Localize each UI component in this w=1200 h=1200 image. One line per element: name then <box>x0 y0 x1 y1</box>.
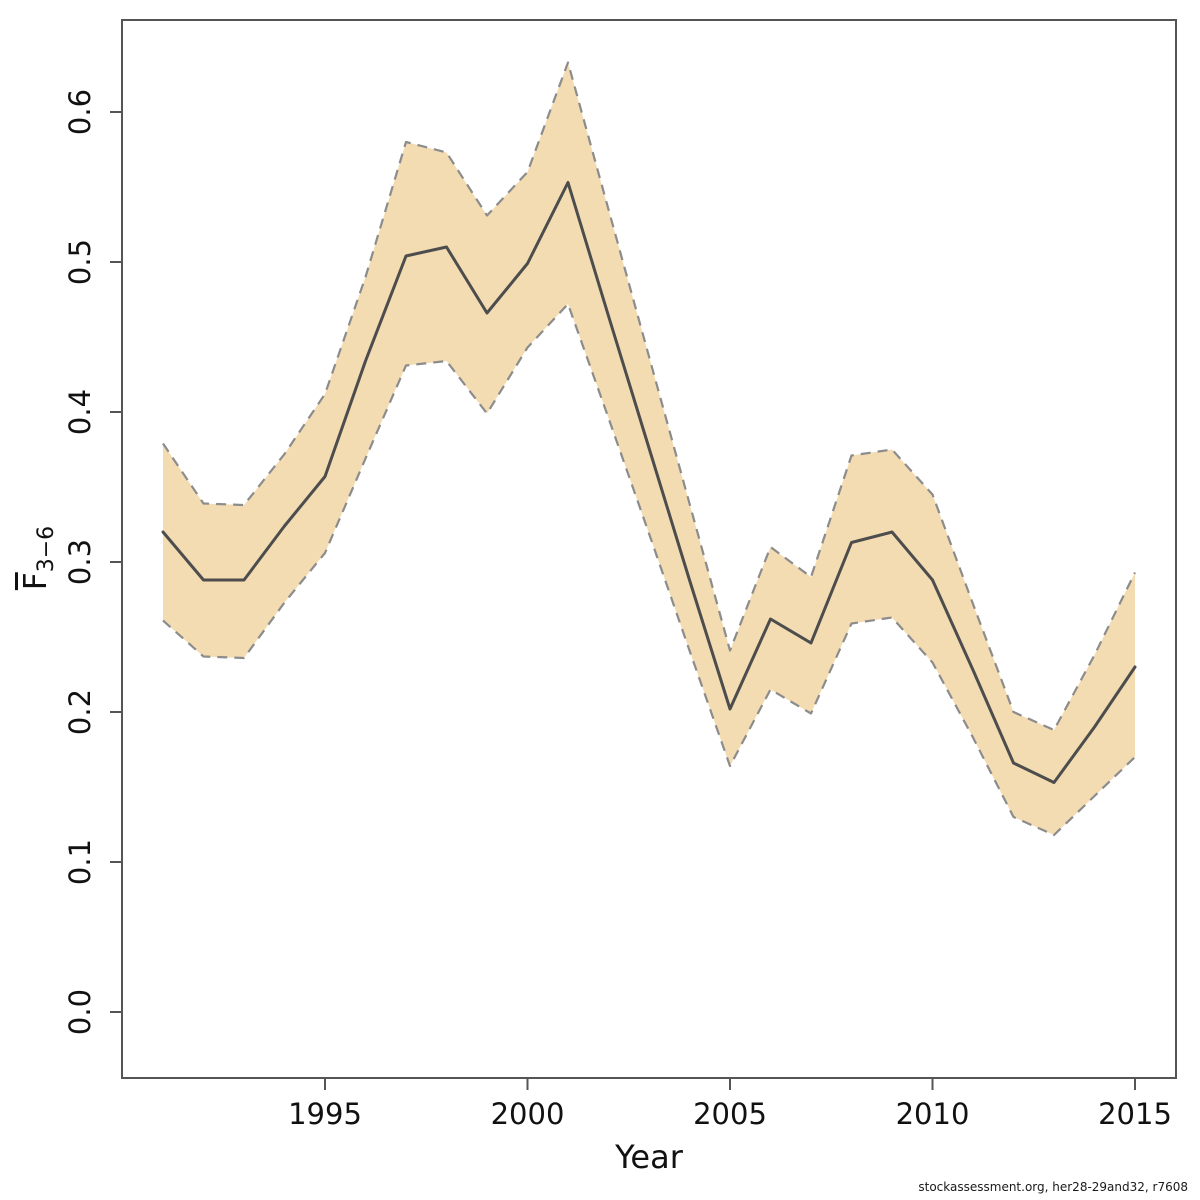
y-axis-title: F3−6 <box>18 526 59 591</box>
y-axis-tick-label: 0.3 <box>63 539 97 585</box>
estimate-line <box>161 181 1137 784</box>
x-axis-tick-label: 2010 <box>896 1097 970 1131</box>
y-axis-title-subscript: 3−6 <box>34 525 60 573</box>
y-axis-tick-label: 0.4 <box>63 389 97 435</box>
plot-border <box>121 19 1177 1079</box>
y-axis-tick-label: 0.1 <box>63 839 97 885</box>
y-axis-title-fbar: F <box>18 572 54 591</box>
y-axis-tick-label: 0.0 <box>63 989 97 1035</box>
y-axis-tick-label: 0.5 <box>63 239 97 285</box>
x-axis-tick-label: 2000 <box>491 1097 565 1131</box>
confidence-band-lower-edge <box>162 302 1136 837</box>
confidence-band-upper-edge <box>162 61 1136 732</box>
y-axis-tick-label: 0.6 <box>63 89 97 135</box>
watermark-text: stockassessment.org, her28-29and32, r760… <box>918 1180 1188 1194</box>
x-axis-tick-label: 2005 <box>693 1097 767 1131</box>
x-axis-title: Year <box>615 1138 683 1176</box>
x-axis-tick-label: 1995 <box>288 1097 362 1131</box>
x-axis-tick-label: 2015 <box>1098 1097 1172 1131</box>
y-axis-tick-label: 0.2 <box>63 689 97 735</box>
